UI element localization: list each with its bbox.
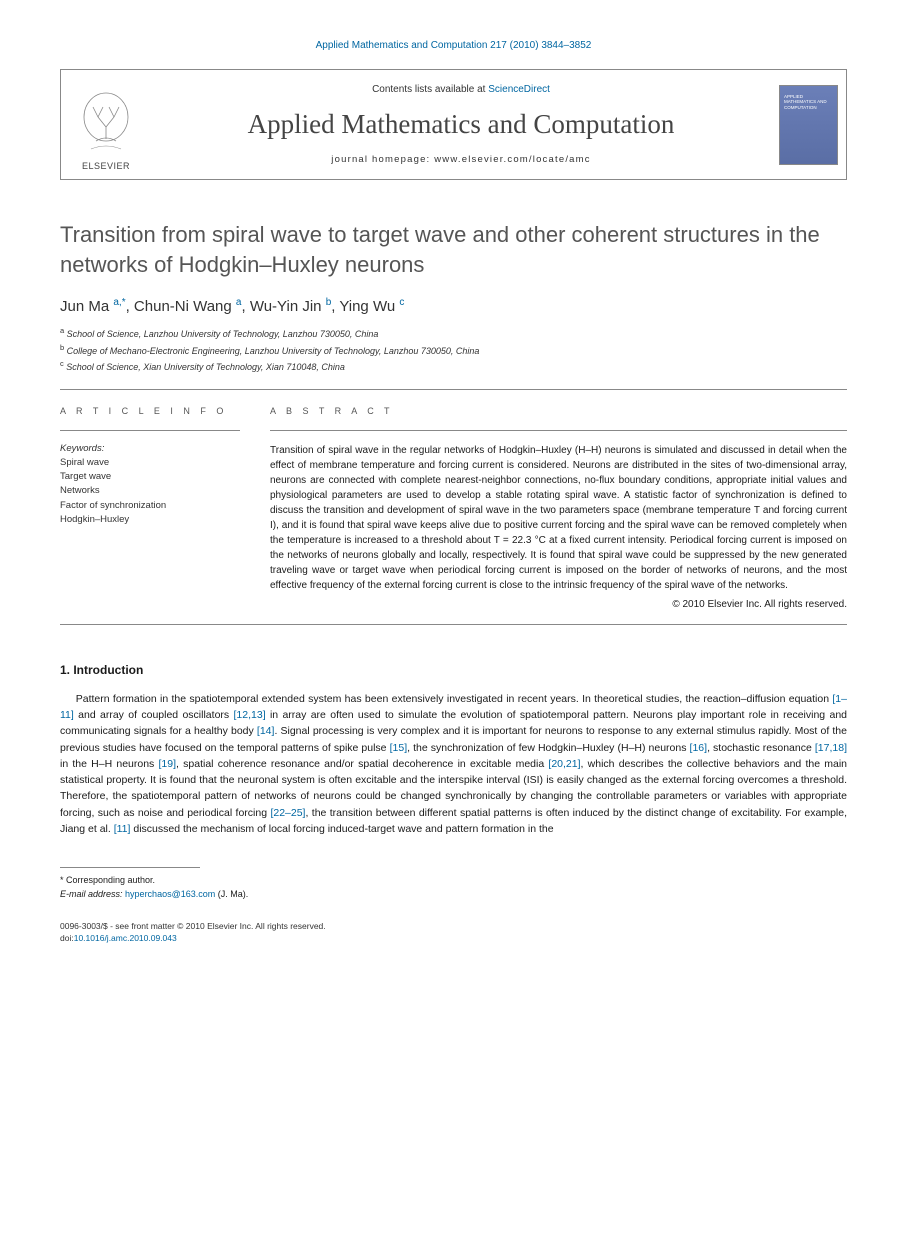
article-info-column: A R T I C L E I N F O Keywords: Spiral w… [60,406,240,610]
corresponding-email-link[interactable]: hyperchaos@163.com [125,889,215,899]
affiliations-block: a School of Science, Lanzhou University … [60,325,847,375]
mid-divider [60,624,847,625]
sciencedirect-link[interactable]: ScienceDirect [488,84,550,95]
corresponding-label: * Corresponding author. [60,874,847,888]
keywords-list: Spiral waveTarget waveNetworksFactor of … [60,456,240,527]
journal-reference: Applied Mathematics and Computation 217 … [60,40,847,51]
top-divider [60,389,847,390]
introduction-paragraph: Pattern formation in the spatiotemporal … [60,691,847,837]
corresponding-author-block: * Corresponding author. E-mail address: … [60,874,847,901]
abstract-head: A B S T R A C T [270,406,847,416]
abstract-column: A B S T R A C T Transition of spiral wav… [270,406,847,610]
footnote-separator [60,867,200,868]
section-heading-introduction: 1. Introduction [60,663,847,677]
issn-line: 0096-3003/$ - see front matter © 2010 El… [60,921,847,933]
info-abstract-row: A R T I C L E I N F O Keywords: Spiral w… [60,406,847,610]
article-title: Transition from spiral wave to target wa… [60,220,847,279]
doi-link[interactable]: 10.1016/j.amc.2010.09.043 [74,933,177,943]
journal-homepage: journal homepage: www.elsevier.com/locat… [156,154,766,165]
keyword-item: Spiral wave [60,456,240,470]
keyword-item: Factor of synchronization [60,499,240,513]
doi-label: doi: [60,933,74,943]
keywords-label: Keywords: [60,443,240,454]
email-author-suffix: (J. Ma). [218,889,249,899]
affiliation-line: b College of Mechano-Electronic Engineer… [60,342,847,359]
affiliation-line: a School of Science, Lanzhou University … [60,325,847,342]
keyword-item: Target wave [60,470,240,484]
contents-available-line: Contents lists available at ScienceDirec… [156,84,766,95]
journal-cover-block [771,70,846,179]
author-list: Jun Ma a,*, Chun-Ni Wang a, Wu-Yin Jin b… [60,297,847,315]
abstract-copyright: © 2010 Elsevier Inc. All rights reserved… [270,599,847,610]
footer-publication-info: 0096-3003/$ - see front matter © 2010 El… [60,921,847,945]
abstract-text: Transition of spiral wave in the regular… [270,443,847,593]
journal-header-box: ELSEVIER Contents lists available at Sci… [60,69,847,180]
elsevier-tree-icon [76,89,136,159]
journal-cover-thumbnail [779,85,838,165]
keyword-item: Hodgkin–Huxley [60,513,240,527]
header-center: Contents lists available at ScienceDirec… [151,70,771,179]
contents-prefix: Contents lists available at [372,84,488,95]
publisher-name: ELSEVIER [82,161,130,171]
keyword-item: Networks [60,484,240,498]
email-label: E-mail address: [60,889,123,899]
journal-title: Applied Mathematics and Computation [156,109,766,140]
publisher-logo-block: ELSEVIER [61,70,151,179]
article-info-head: A R T I C L E I N F O [60,406,240,416]
affiliation-line: c School of Science, Xian University of … [60,358,847,375]
